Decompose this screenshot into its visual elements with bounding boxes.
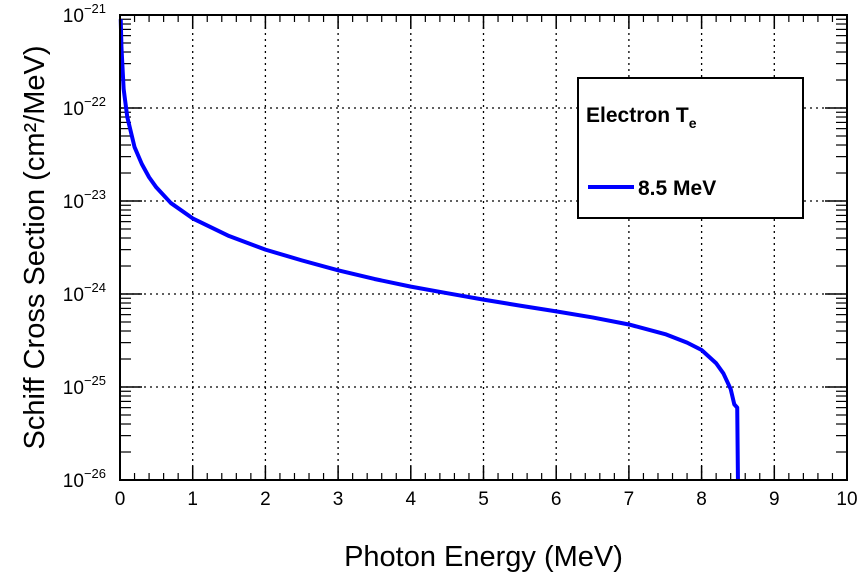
grid-layer [120,15,847,480]
x-axis-label: Photon Energy (MeV) [344,541,623,573]
x-tick-label: 10 [836,489,857,510]
x-tick-label: 1 [187,489,198,510]
legend-header: Electron Te [586,104,697,131]
plot-frame [119,14,848,481]
legend-header-text: Electron T [586,104,689,127]
x-tick-label: 6 [551,489,562,510]
y-tick-label: 10−21 [63,1,106,27]
x-tick-label: 5 [478,489,489,510]
label-layer: 0 1 2 3 4 5 6 7 8 9 10 10−26 10−25 10−24 10−23 10−22 10−… [63,1,858,510]
tick-layer [119,14,848,481]
legend-frame [577,77,804,219]
y-tick-label: 10−25 [63,373,106,399]
y-tick-label: 10−24 [63,280,106,306]
y-axis-label: Schiff Cross Section (cm²/MeV) [19,46,51,450]
legend-box: Electron Te 8.5 MeV [577,77,804,219]
x-tick-label: 2 [260,489,271,510]
y-tick-label: 10−23 [63,187,106,213]
x-tick-label: 3 [333,489,344,510]
x-tick-label: 9 [769,489,780,510]
y-tick-label: 10−22 [63,94,106,120]
x-tick-label: 8 [696,489,707,510]
x-tick-label: 7 [624,489,635,510]
series-line [118,19,740,481]
series-layer [118,19,740,481]
legend-header-subscript: e [689,115,697,131]
x-tick-label: 0 [115,489,126,510]
y-tick-label: 10−26 [63,466,106,492]
x-tick-label: 4 [406,489,417,510]
legend-entry: 8.5 MeV [638,177,716,200]
